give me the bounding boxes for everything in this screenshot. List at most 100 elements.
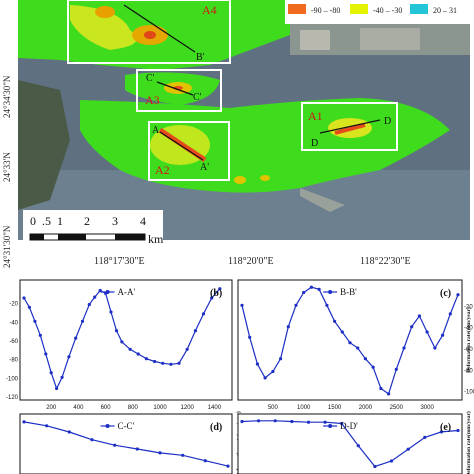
data-point [302, 290, 306, 295]
data-point [185, 347, 189, 351]
data-point [394, 367, 398, 371]
data-point [263, 376, 267, 380]
data-point [456, 293, 460, 297]
data-point [161, 361, 165, 365]
legend-label-0: A-A' [118, 287, 136, 297]
lon-label-1: 118°17'30"E [94, 256, 145, 267]
data-point [218, 287, 222, 291]
data-point [387, 392, 391, 396]
data-point [317, 287, 321, 291]
data-point [325, 303, 329, 307]
x-tick-label: 2500 [390, 405, 404, 411]
data-point [67, 355, 71, 359]
data-point [181, 453, 185, 457]
legend-swatch-2 [350, 4, 368, 14]
scale-tick-05: .5 [42, 214, 51, 228]
data-point [67, 430, 71, 434]
data-point [38, 333, 42, 337]
data-point [158, 451, 162, 455]
x-tick-label: 1000 [153, 405, 167, 411]
area-label-a1: A1 [308, 109, 323, 123]
x-tick-label: 400 [73, 405, 84, 411]
data-point [98, 288, 102, 293]
legend-swatch-3 [410, 4, 428, 14]
legend-marker-3 [328, 424, 333, 428]
data-point [248, 335, 252, 339]
data-point [128, 347, 132, 351]
legend-marker-1 [328, 290, 333, 294]
y-tick-label: -60 [9, 339, 18, 345]
lat-label-1: 24°34'30"N [2, 75, 12, 118]
data-point [153, 359, 157, 364]
data-point [340, 421, 344, 426]
scale-tick-1: 1 [57, 214, 63, 228]
y-tick-label: -20 [464, 304, 473, 310]
data-point [257, 419, 261, 423]
data-point [456, 428, 460, 433]
data-point [177, 361, 181, 365]
data-point [87, 302, 91, 307]
data-point [49, 371, 53, 375]
area-box-a4 [67, 0, 231, 64]
area-label-a2: A2 [155, 163, 170, 177]
y-tick-label: -120 [6, 395, 19, 401]
x-tick-label: 1000 [297, 405, 311, 411]
chart-frame-3 [237, 413, 463, 474]
data-point [373, 464, 377, 469]
data-point [255, 362, 259, 366]
x-tick-label: 1200 [181, 405, 195, 411]
y-tick-label: -20 [9, 302, 18, 308]
chart-frame-2 [19, 413, 233, 474]
endpoint-a-start: A [152, 125, 160, 136]
data-point [226, 464, 230, 468]
area-box-a2 [148, 121, 230, 181]
data-point [93, 295, 97, 299]
scale-tick-3: 3 [112, 214, 118, 228]
scale-tick-2: 2 [84, 214, 90, 228]
legend-label-3: D-D' [340, 421, 358, 431]
satellite-map: A4 A3 A2 A1 B' C' C' A A' D D -90 – -80 … [18, 0, 470, 246]
profile-line-d [319, 119, 381, 134]
area-box-a3 [136, 69, 222, 112]
data-point [306, 420, 311, 424]
lon-label-3: 118°22'30"E [360, 256, 411, 267]
data-point [448, 312, 452, 316]
data-point [45, 424, 49, 428]
data-point [55, 386, 59, 391]
data-point [402, 346, 406, 350]
lat-label-3: 24°31'30"N [2, 225, 12, 268]
data-point [410, 325, 414, 329]
profile-line-b [123, 4, 196, 53]
series-line-2 [23, 421, 229, 467]
data-point [33, 319, 37, 323]
data-point [22, 296, 26, 300]
panel-tag-2: (d) [210, 422, 222, 433]
data-point [113, 443, 117, 447]
data-point [109, 310, 113, 314]
x-tick-label: 500 [268, 405, 279, 411]
data-point [433, 346, 437, 350]
data-point [273, 419, 277, 423]
data-point [136, 352, 140, 356]
data-point [290, 419, 294, 424]
data-point [333, 319, 337, 323]
data-point [271, 369, 275, 374]
series-line-3 [241, 420, 459, 468]
x-tick-label: 1500 [328, 405, 342, 411]
legend-label-1: -90 – -80 [311, 6, 340, 15]
y-tick-label: -80 [464, 368, 473, 374]
data-point [425, 330, 429, 334]
data-point [406, 447, 410, 451]
x-tick-label: 600 [101, 405, 112, 411]
data-point [22, 420, 26, 424]
data-point [240, 303, 244, 307]
data-point [135, 447, 139, 451]
endpoint-d-end: D [384, 116, 391, 127]
y-tick-label: -60 [464, 347, 473, 353]
data-point [240, 419, 244, 424]
x-tick-label: 800 [128, 405, 139, 411]
data-point [90, 438, 94, 442]
data-point [441, 333, 445, 337]
legend-label-2: C-C' [118, 421, 135, 431]
profile-line-a [159, 131, 204, 161]
